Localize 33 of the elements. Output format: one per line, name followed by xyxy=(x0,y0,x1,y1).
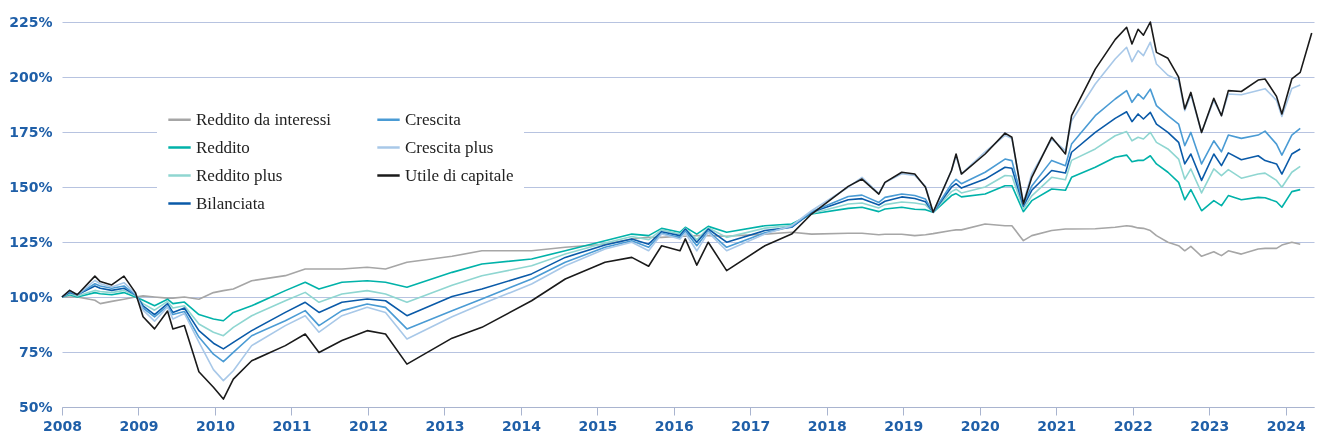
x-tick-label: 2008 xyxy=(43,417,82,434)
x-tick-label: 2021 xyxy=(1037,417,1077,434)
y-tick-label: 200% xyxy=(9,68,53,85)
legend-label: Reddito da interessi xyxy=(196,109,332,129)
legend-label: Utile di capitale xyxy=(405,165,514,185)
x-tick-label: 2016 xyxy=(654,417,694,434)
legend-label: Crescita plus xyxy=(405,137,494,157)
y-tick-label: 225% xyxy=(9,13,53,30)
x-tick-label: 2024 xyxy=(1266,417,1306,434)
x-tick-label: 2013 xyxy=(425,417,465,434)
y-tick-label: 150% xyxy=(9,178,53,195)
y-tick-label: 75% xyxy=(18,343,53,360)
x-tick-label: 2023 xyxy=(1190,417,1230,434)
x-tick-label: 2020 xyxy=(960,417,1001,434)
x-tick-label: 2015 xyxy=(578,417,618,434)
x-tick-label: 2019 xyxy=(884,417,924,434)
legend-label: Reddito xyxy=(196,137,250,157)
x-tick-label: 2018 xyxy=(807,417,847,434)
x-tick-label: 2014 xyxy=(501,417,542,434)
line-series xyxy=(61,223,1302,305)
x-tick-label: 2011 xyxy=(272,417,312,434)
x-tick-label: 2009 xyxy=(119,417,159,434)
x-tick-label: 2022 xyxy=(1113,417,1153,434)
x-tick-label: 2017 xyxy=(731,417,771,434)
y-tick-label: 175% xyxy=(9,123,53,140)
legend-label: Crescita xyxy=(405,109,462,129)
legend-label: Reddito plus xyxy=(196,165,283,185)
y-tick-label: 50% xyxy=(18,398,53,415)
legend-label: Bilanciata xyxy=(196,193,266,213)
y-tick-label: 100% xyxy=(9,288,53,305)
x-tick-label: 2012 xyxy=(348,417,388,434)
x-tick-label: 2010 xyxy=(195,417,236,434)
y-tick-label: 125% xyxy=(9,233,53,250)
